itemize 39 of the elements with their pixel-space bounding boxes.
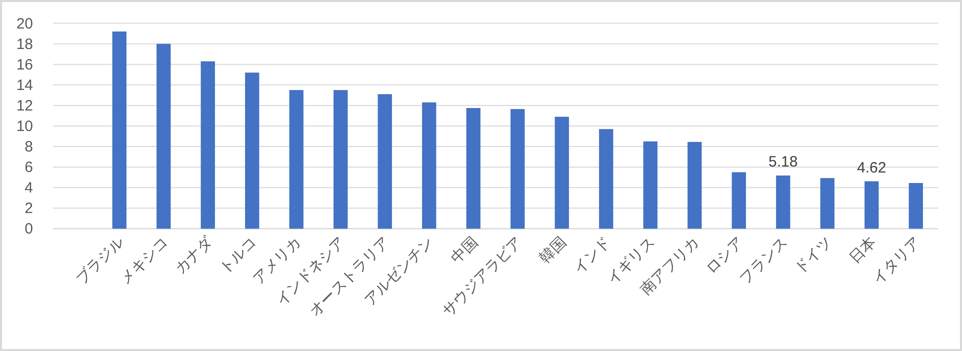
data-label: 5.18: [768, 154, 798, 170]
y-tick-label: 2: [24, 200, 33, 218]
bar: [688, 142, 702, 229]
x-tick-label: 韓国: [536, 234, 570, 267]
bar: [820, 178, 834, 229]
x-tick-label: カナダ: [172, 232, 216, 278]
bar: [510, 109, 525, 229]
bar: [643, 141, 658, 229]
bar: [908, 183, 923, 229]
y-tick-label: 16: [16, 56, 33, 74]
y-tick-label: 12: [16, 97, 33, 114]
y-tick-label: 4: [24, 180, 33, 197]
bar: [422, 102, 436, 229]
y-tick-label: 14: [16, 76, 33, 94]
bar: [466, 108, 480, 229]
bar: [200, 61, 215, 229]
bar: [378, 94, 392, 229]
bar: [554, 116, 569, 229]
bar: [864, 181, 879, 229]
x-tick-label: フランス: [736, 234, 791, 288]
y-tick-label: 8: [24, 138, 33, 156]
bar: [776, 176, 790, 229]
y-tick-label: 18: [16, 36, 33, 53]
x-tick-label: インド: [570, 234, 614, 278]
x-tick-label: 中国: [448, 234, 482, 267]
bar: [732, 172, 746, 229]
bar: [334, 90, 348, 229]
x-tick-label: ドイツ: [791, 234, 836, 278]
bar: [245, 72, 260, 229]
y-tick-label: 10: [16, 118, 33, 135]
y-tick-label: 20: [16, 15, 33, 32]
bar: [156, 44, 171, 229]
y-tick-label: 0: [24, 220, 33, 238]
bar: [599, 129, 614, 229]
y-tick-label: 6: [24, 159, 33, 176]
bar: [289, 90, 304, 229]
x-tick-label: 日本: [846, 234, 880, 267]
bar: [112, 32, 126, 229]
data-label: 4.62: [857, 159, 886, 176]
